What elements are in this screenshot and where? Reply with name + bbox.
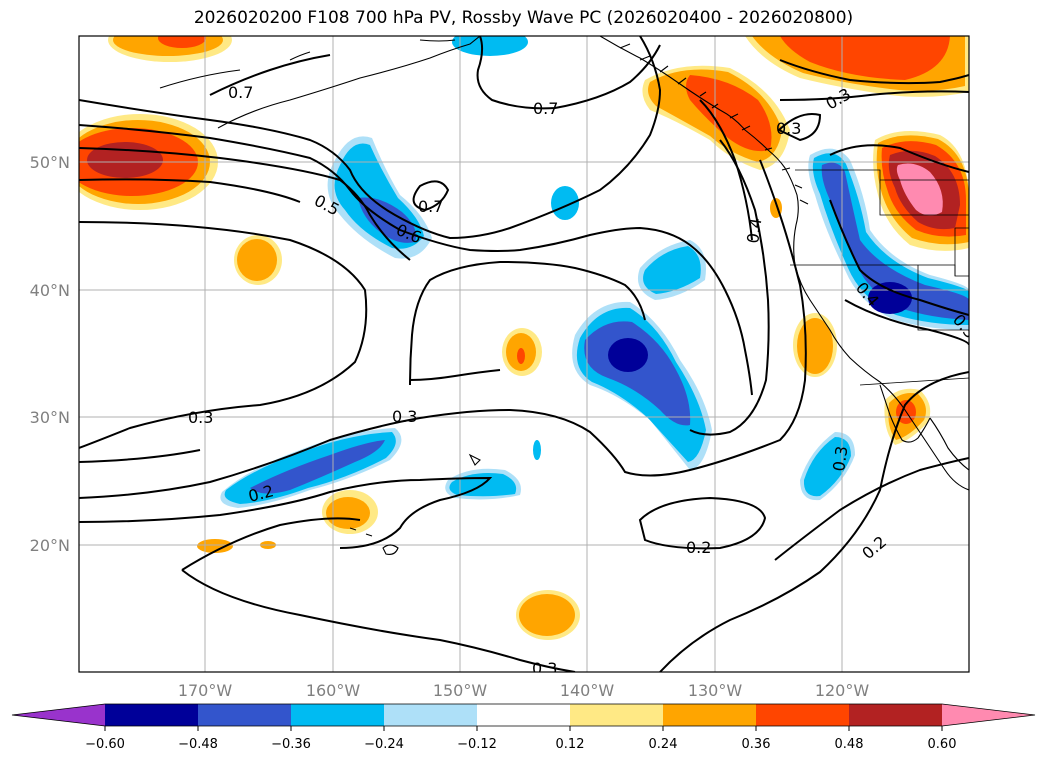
map-frame bbox=[78, 35, 970, 673]
colorbar-swatch bbox=[756, 704, 850, 726]
lon-label: 150°W bbox=[433, 681, 488, 700]
lon-label: 170°W bbox=[178, 681, 233, 700]
positive-anomaly-bc bbox=[642, 65, 790, 170]
coastlines bbox=[159, 36, 969, 555]
colorbar: −0.60 −0.48 −0.36 −0.24 −0.12 0.12 0.24 0.36 0.4… bbox=[11, 703, 1036, 752]
negative-anomaly-small-1 bbox=[551, 186, 579, 220]
hawaii-islands bbox=[349, 453, 481, 555]
negative-anomaly-ne bbox=[637, 240, 706, 300]
contour-label: 0.3 bbox=[392, 407, 417, 426]
contour-label: 0.7 bbox=[533, 99, 558, 118]
negative-anomaly-small-3 bbox=[533, 440, 541, 460]
bc-islands bbox=[619, 43, 809, 205]
colorbar-tick-label: 0.12 bbox=[556, 737, 585, 752]
borders bbox=[790, 169, 969, 386]
colorbar-swatch bbox=[477, 704, 571, 726]
contour-label-group: 0.7 0.7 0.5 0.6 0.7 0.3 0.3 0.4 0.3 0.3 … bbox=[188, 83, 969, 678]
colorbar-tick-label: −0.60 bbox=[85, 737, 125, 752]
contour-label: 0.3 bbox=[532, 659, 557, 678]
positive-anomaly-small-4 bbox=[197, 539, 233, 553]
contour-label: 0.2 bbox=[686, 538, 711, 557]
lon-labels: 170°W 160°W 150°W 140°W 130°W 120°W bbox=[178, 681, 870, 700]
contour-label: 0.3 bbox=[188, 408, 213, 427]
colorbar-swatch bbox=[384, 704, 478, 726]
lon-label: 140°W bbox=[560, 681, 615, 700]
positive-anomaly-south bbox=[516, 590, 580, 640]
lon-label: 130°W bbox=[688, 681, 743, 700]
positive-anomaly-topleft bbox=[108, 36, 232, 62]
baja-coast bbox=[879, 384, 969, 471]
lat-label: 30°N bbox=[30, 408, 70, 427]
map-panel: 0.7 0.7 0.5 0.6 0.7 0.3 0.3 0.4 0.3 0.3 … bbox=[79, 36, 969, 678]
negative-anomaly-central bbox=[572, 301, 712, 470]
lat-label: 20°N bbox=[30, 536, 70, 555]
contour-label: 0.3 bbox=[829, 445, 851, 473]
positive-anomaly-small-3 bbox=[322, 490, 378, 534]
negative-anomaly-baja bbox=[800, 432, 855, 501]
pv-contours bbox=[79, 36, 969, 672]
colorbar-tick-label: −0.36 bbox=[271, 737, 311, 752]
colorbar-tick-label: 0.24 bbox=[649, 737, 678, 752]
positive-anomaly-small-2 bbox=[502, 328, 542, 376]
lon-label: 120°W bbox=[815, 681, 870, 700]
colorbar-extend-low bbox=[12, 704, 105, 726]
colorbar-swatch bbox=[291, 704, 385, 726]
pacific-nw-coast bbox=[599, 36, 969, 491]
contour-label: 0.7 bbox=[228, 83, 253, 102]
contour-label: 0.3 bbox=[823, 84, 855, 113]
colorbar-swatch bbox=[663, 704, 757, 726]
colorbar-tick-label: 0.48 bbox=[835, 737, 864, 752]
colorbar-tick-label: 0.60 bbox=[928, 737, 957, 752]
lon-label: 160°W bbox=[306, 681, 361, 700]
colorbar-tick-label: −0.24 bbox=[364, 737, 404, 752]
colorbar-swatch bbox=[849, 704, 943, 726]
colorbar-tick-label: 0.36 bbox=[742, 737, 771, 752]
positive-anomaly-small-1 bbox=[234, 235, 282, 285]
negative-anomaly-sw bbox=[220, 428, 402, 508]
colorbar-swatch bbox=[570, 704, 664, 726]
gridlines bbox=[79, 36, 969, 672]
colorbar-swatch bbox=[105, 704, 199, 726]
lat-label: 50°N bbox=[30, 153, 70, 172]
lat-labels: 50°N 40°N 30°N 20°N bbox=[30, 153, 70, 555]
colorbar-swatch bbox=[198, 704, 292, 726]
negative-anomaly-top bbox=[452, 36, 528, 56]
contour-label: 0.4 bbox=[743, 217, 765, 245]
colorbar-extend-high bbox=[942, 704, 1035, 726]
positive-anomaly-top-right bbox=[745, 36, 969, 97]
colorbar-tick-label: −0.48 bbox=[178, 737, 218, 752]
positive-anomaly-coast-2 bbox=[793, 313, 837, 377]
colorbar-tick-label: −0.12 bbox=[457, 737, 497, 752]
lat-label: 40°N bbox=[30, 281, 70, 300]
map-title: 2026020200 F108 700 hPa PV, Rossby Wave … bbox=[193, 8, 854, 28]
alaska-coast bbox=[159, 36, 481, 129]
contour-label: 0.3 bbox=[776, 119, 801, 138]
contour-label: 0.7 bbox=[418, 197, 443, 216]
contour-label: 0.2 bbox=[858, 532, 890, 563]
